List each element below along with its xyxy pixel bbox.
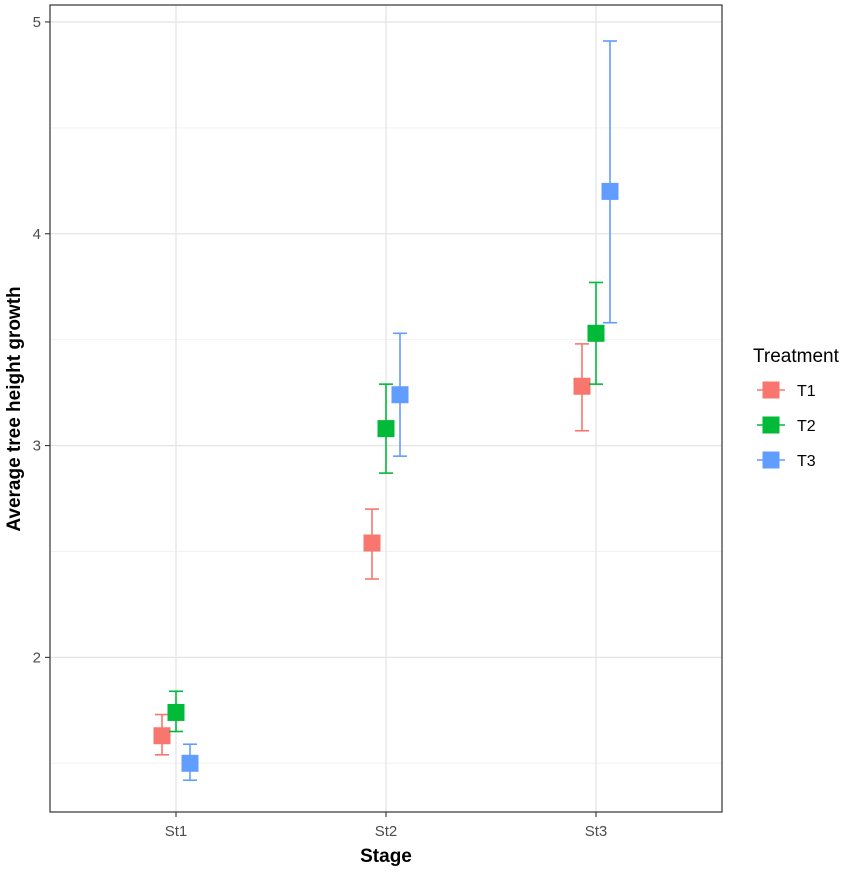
series-T3 (181, 40, 619, 782)
data-point (391, 386, 409, 404)
y-tick-label: 5 (33, 14, 41, 31)
series-T1 (153, 343, 591, 756)
x-axis-title: Stage (360, 846, 412, 867)
legend-key-swatch (762, 451, 780, 469)
legend-label: T1 (797, 383, 816, 400)
data-point (153, 727, 171, 745)
data-point (573, 377, 591, 395)
y-tick-label: 2 (33, 649, 41, 666)
legend-key-swatch (762, 381, 780, 399)
legend-item-T1: T1 (757, 381, 816, 400)
legend-key-swatch (762, 416, 780, 434)
data-point (587, 324, 605, 342)
data-point (181, 754, 199, 772)
x-tick-label: St3 (585, 823, 608, 840)
legend-label: T3 (797, 453, 816, 470)
axes: 2 3 4 5 St1 St2 St3 (33, 14, 608, 840)
y-tick-label: 4 (33, 226, 41, 243)
legend: Treatment T1 T2 T3 (753, 346, 840, 470)
x-tick-label: St1 (165, 823, 188, 840)
legend-item-T2: T2 (757, 416, 816, 435)
data-point (167, 703, 185, 721)
y-axis-title: Average tree height growth (4, 286, 25, 531)
legend-title: Treatment (753, 346, 840, 367)
x-tick-label: St2 (375, 823, 398, 840)
legend-item-T3: T3 (757, 451, 816, 470)
plot-data (153, 40, 619, 782)
data-point (363, 534, 381, 552)
data-point (601, 182, 619, 200)
series-T2 (167, 281, 605, 733)
data-point (377, 420, 395, 438)
y-tick-label: 3 (33, 438, 41, 455)
legend-label: T2 (797, 418, 816, 435)
